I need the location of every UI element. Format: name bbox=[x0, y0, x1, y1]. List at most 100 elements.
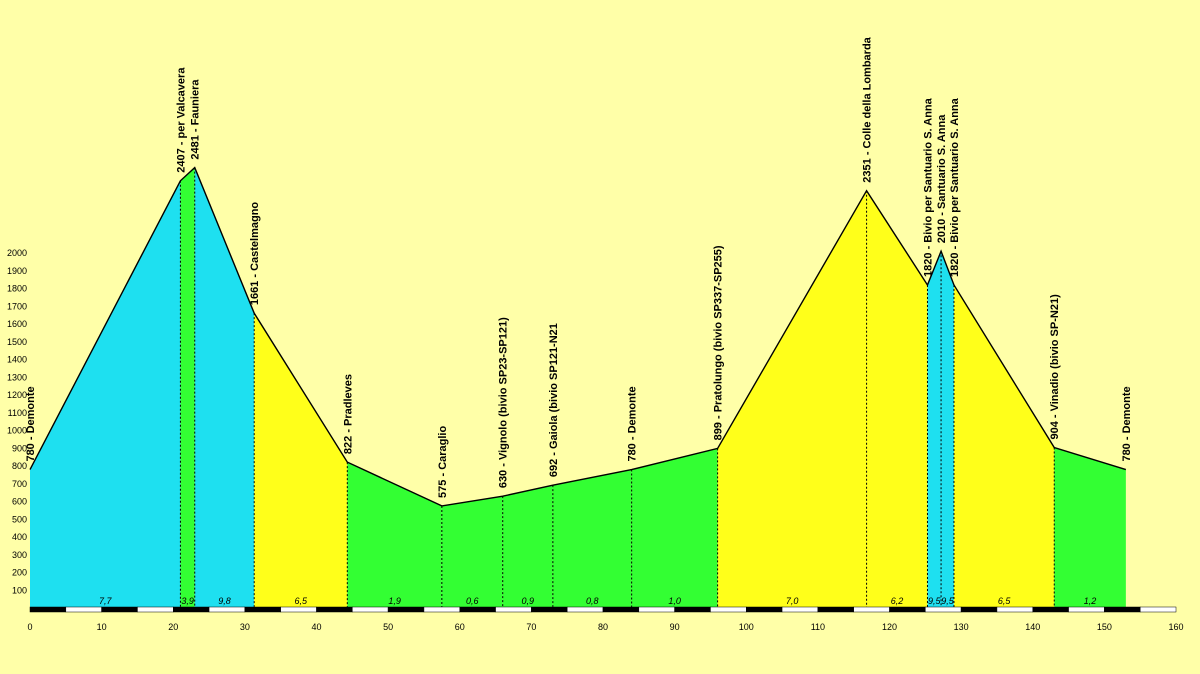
gradient-labels: 7,7 3,9 9,8 6,5 1,9 0,6 0,9 0,8 1,0 7,0 6,2 9,5 9,5 6… bbox=[99, 596, 1096, 606]
distance-bar-segment bbox=[495, 606, 532, 613]
profile-segment-10 bbox=[866, 190, 928, 608]
distance-bar-segment bbox=[996, 606, 1033, 613]
x-tick-label: 40 bbox=[311, 622, 321, 632]
waypoint-label: 899 - Pratolungo (bivio SP337-SP255) bbox=[713, 245, 725, 440]
y-axis: 100 200 300 400 500 600 700 800 900 1000 1100 1200 1… bbox=[7, 248, 27, 595]
x-tick-label: 90 bbox=[670, 622, 680, 632]
gradient-label: 6,5 bbox=[294, 596, 308, 606]
distance-bar-segment bbox=[1068, 606, 1105, 613]
y-tick-label: 1500 bbox=[7, 337, 27, 347]
profile-segment-1 bbox=[180, 167, 195, 608]
x-axis: 0 10 20 30 40 50 60 70 80 90 100 110 120 130 140 150 160 bbox=[27, 606, 1184, 632]
waypoint-label: 630 - Vignolo (bivio SP23-SP121) bbox=[498, 317, 510, 488]
gradient-label: 3,9 bbox=[181, 596, 194, 606]
x-tick-label: 150 bbox=[1097, 622, 1112, 632]
x-tick-label: 30 bbox=[240, 622, 250, 632]
gradient-label: 9,8 bbox=[218, 596, 231, 606]
profile-segment-4 bbox=[347, 462, 442, 608]
waypoint-divider-lines bbox=[179, 167, 1055, 608]
y-tick-label: 900 bbox=[12, 443, 27, 453]
x-tick-label: 160 bbox=[1168, 622, 1183, 632]
gradient-label: 1,9 bbox=[388, 596, 401, 606]
waypoint-label: 904 - Vinadio (bivio SP-N21) bbox=[1049, 294, 1061, 440]
waypoint-label: 2407 - per Valcavera bbox=[175, 67, 187, 173]
y-tick-label: 2000 bbox=[7, 248, 27, 258]
profile-segment-11 bbox=[927, 251, 942, 608]
x-tick-label: 80 bbox=[598, 622, 608, 632]
x-tick-label: 50 bbox=[383, 622, 393, 632]
profile-segment-2 bbox=[194, 167, 255, 608]
gradient-label: 1,2 bbox=[1084, 596, 1097, 606]
waypoint-label: 1661 - Castelmagno bbox=[249, 202, 261, 306]
y-tick-label: 1000 bbox=[7, 426, 27, 436]
distance-bar-segment bbox=[173, 606, 210, 613]
distance-bar-segment bbox=[889, 606, 926, 613]
distance-bar-segment bbox=[137, 606, 174, 613]
distance-bar-segment bbox=[710, 606, 747, 613]
x-tick-label: 70 bbox=[526, 622, 536, 632]
distance-bar-segment bbox=[925, 606, 962, 613]
waypoint-label: 2010 - Santuario S. Anna bbox=[936, 114, 948, 243]
waypoint-label: 2351 - Colle della Lombarda bbox=[862, 36, 874, 182]
y-tick-label: 1900 bbox=[7, 266, 27, 276]
gradient-label: 7,0 bbox=[786, 596, 799, 606]
waypoint-label: 1820 - Bivio per Santuario S. Anna bbox=[922, 97, 934, 277]
distance-bar-segment bbox=[423, 606, 460, 613]
distance-bar-segment bbox=[817, 606, 854, 613]
distance-bar-segment bbox=[566, 606, 604, 613]
y-tick-label: 700 bbox=[12, 479, 27, 489]
profile-segment-3 bbox=[254, 313, 348, 608]
distance-bar-segment bbox=[853, 606, 890, 613]
profile-segment-0 bbox=[30, 180, 181, 608]
profile-segment-6 bbox=[502, 485, 553, 608]
distance-bar-segment bbox=[29, 606, 67, 613]
profile-areas bbox=[30, 167, 1126, 608]
y-tick-label: 1700 bbox=[7, 301, 27, 311]
distance-bar-segment bbox=[1139, 606, 1177, 613]
distance-bar-segment bbox=[65, 606, 102, 613]
gradient-label: 0,8 bbox=[586, 596, 599, 606]
y-tick-label: 1100 bbox=[8, 408, 27, 418]
x-tick-label: 120 bbox=[882, 622, 897, 632]
distance-bar-segment bbox=[602, 606, 640, 613]
distance-bar-segment bbox=[674, 606, 711, 613]
distance-bar-segment bbox=[1104, 606, 1141, 613]
profile-segment-8 bbox=[631, 448, 718, 608]
x-tick-label: 130 bbox=[954, 622, 969, 632]
y-tick-label: 1400 bbox=[7, 355, 27, 365]
profile-segment-5 bbox=[441, 496, 503, 608]
distance-bar-segment bbox=[1032, 606, 1069, 613]
x-tick-label: 100 bbox=[739, 622, 754, 632]
gradient-label: 6,2 bbox=[891, 596, 904, 606]
distance-bar-segment bbox=[316, 606, 353, 613]
profile-segment-12 bbox=[941, 251, 954, 608]
y-tick-label: 800 bbox=[12, 461, 27, 471]
y-tick-label: 1200 bbox=[7, 390, 27, 400]
distance-bar-segment bbox=[208, 606, 246, 613]
gradient-label: 1,0 bbox=[668, 596, 681, 606]
waypoint-label: 692 - Gaiola (bivio SP121-N21 bbox=[548, 323, 560, 477]
waypoint-label: 780 - Demonte bbox=[627, 386, 639, 461]
distance-bar-segment bbox=[352, 606, 389, 613]
y-tick-label: 1600 bbox=[7, 319, 27, 329]
y-tick-label: 200 bbox=[12, 568, 27, 578]
x-tick-label: 60 bbox=[455, 622, 465, 632]
y-tick-label: 400 bbox=[12, 532, 27, 542]
y-tick-label: 100 bbox=[12, 585, 27, 595]
profile-line bbox=[29, 166, 1127, 507]
waypoint-label: 2481 - Fauniera bbox=[190, 79, 202, 160]
y-tick-label: 600 bbox=[12, 497, 27, 507]
x-tick-label: 140 bbox=[1025, 622, 1040, 632]
y-tick-label: 1800 bbox=[7, 284, 27, 294]
waypoint-label: 1820 - Bivio per Santuario S. Anna bbox=[949, 97, 961, 277]
waypoint-label: 575 - Caraglio bbox=[437, 426, 449, 498]
y-tick-label: 1300 bbox=[7, 372, 27, 382]
distance-bar-segment bbox=[638, 606, 675, 613]
profile-segment-13 bbox=[953, 284, 1055, 608]
y-tick-label: 300 bbox=[12, 550, 27, 560]
distance-bar-segment bbox=[960, 606, 998, 613]
distance-bar-segment bbox=[387, 606, 425, 613]
gradient-label: 9,5 bbox=[928, 596, 942, 606]
distance-bar-segment bbox=[101, 606, 138, 613]
